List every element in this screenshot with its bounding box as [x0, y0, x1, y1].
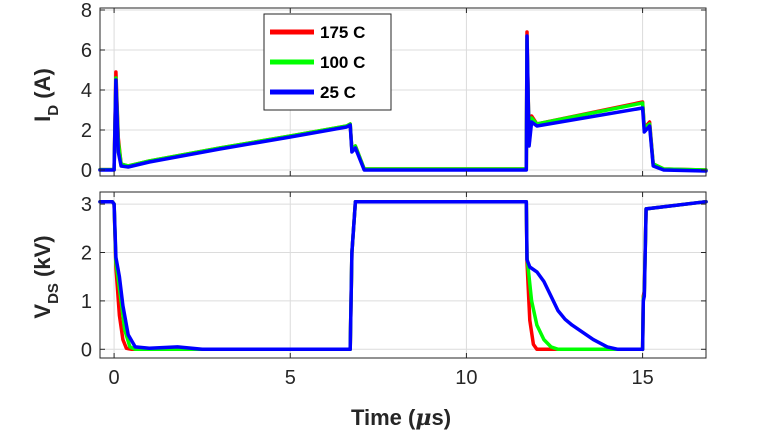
current-ytick-label-0: 0	[81, 160, 92, 182]
current-plot-area	[100, 8, 706, 176]
current-ytick-label-8: 8	[81, 0, 92, 22]
legend-label-175c: 175 C	[320, 23, 365, 42]
legend-label-25c: 25 C	[320, 83, 356, 102]
current-ytick-label-4: 4	[81, 80, 92, 102]
time-axis-title: Time (μs)	[351, 405, 451, 431]
legend-label-100c: 100 C	[320, 53, 365, 72]
voltage-ytick-label-3: 3	[81, 194, 92, 216]
current-axes-frame	[99, 7, 707, 177]
voltage-xtick-label-15: 15	[631, 367, 653, 389]
voltage-xtick-label-0: 0	[109, 367, 120, 389]
voltage-series-25c	[98, 199, 708, 352]
voltage-axis-title: VDS (kV)	[30, 235, 62, 318]
legend: 175 C 100 C 25 C	[263, 13, 392, 111]
voltage-plot-area	[100, 192, 706, 358]
current-ytick-label-6: 6	[81, 40, 92, 62]
current-ytick-label-2: 2	[81, 120, 92, 142]
voltage-ytick-label-1: 1	[81, 291, 92, 313]
voltage-xtick-label-5: 5	[285, 367, 296, 389]
voltage-panel: 0 5 10 15 0 1 2 3	[81, 191, 708, 389]
current-axis-title: ID (A)	[30, 68, 62, 122]
voltage-ytick-label-0: 0	[81, 339, 92, 361]
current-series-25c	[98, 34, 708, 173]
current-panel: 0 2 4 6 8	[81, 0, 708, 182]
voltage-axes-frame	[99, 191, 707, 359]
voltage-ytick-label-2: 2	[81, 242, 92, 264]
voltage-xtick-label-10: 10	[455, 367, 477, 389]
